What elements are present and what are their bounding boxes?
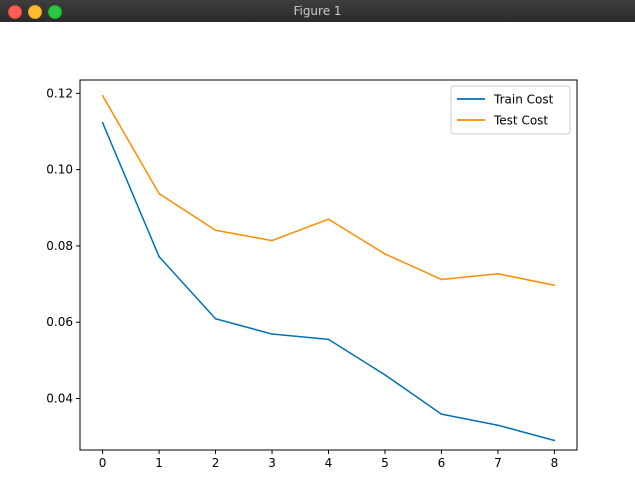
data-point-test-cost	[440, 278, 443, 281]
x-tick-label: 5	[381, 456, 389, 470]
close-button[interactable]	[8, 5, 22, 19]
data-point-test-cost	[101, 94, 104, 97]
y-tick-label: 0.12	[46, 86, 73, 100]
x-tick-label: 8	[551, 456, 559, 470]
data-point-train-cost	[384, 374, 386, 376]
data-point-test-cost	[271, 239, 273, 242]
legend-label: Train Cost	[493, 93, 554, 107]
x-tick-label: 3	[268, 456, 276, 470]
y-tick-label: 0.08	[46, 239, 73, 253]
title-bar: Figure 1	[0, 0, 635, 23]
maximize-button[interactable]	[48, 5, 62, 19]
y-tick-label: 0.10	[46, 163, 73, 177]
data-point-test-cost	[497, 272, 499, 275]
line-chart: 0 1 2 3 4 5 6 7 8 0.04 0.06 0.08 0.10 0.12 Train Cost T…	[0, 22, 635, 499]
data-point-train-cost	[158, 255, 160, 258]
y-tick-label: 0.04	[46, 392, 73, 406]
y-tick-label: 0.06	[46, 315, 73, 329]
x-tick-label: 2	[212, 456, 220, 470]
data-point-train-cost	[101, 121, 104, 124]
data-point-test-cost	[214, 229, 217, 232]
x-tick-label: 4	[325, 456, 333, 470]
data-point-train-cost	[271, 333, 273, 335]
x-tick-label: 6	[438, 456, 446, 470]
x-tick-label: 0	[99, 456, 107, 470]
x-tick-label: 7	[494, 456, 502, 470]
data-point-test-cost	[553, 284, 556, 287]
data-point-test-cost	[384, 253, 386, 255]
legend-box	[450, 85, 571, 135]
data-point-test-cost	[327, 218, 330, 221]
data-point-train-cost	[327, 338, 330, 341]
legend-label: Test Cost	[493, 114, 548, 128]
data-point-test-cost	[158, 192, 160, 195]
data-point-train-cost	[553, 439, 556, 442]
window-title: Figure 1	[293, 4, 342, 18]
data-point-train-cost	[497, 424, 499, 427]
data-point-train-cost	[440, 413, 443, 415]
minimize-button[interactable]	[28, 5, 42, 19]
x-tick-label: 1	[155, 456, 163, 470]
data-point-train-cost	[214, 317, 217, 320]
